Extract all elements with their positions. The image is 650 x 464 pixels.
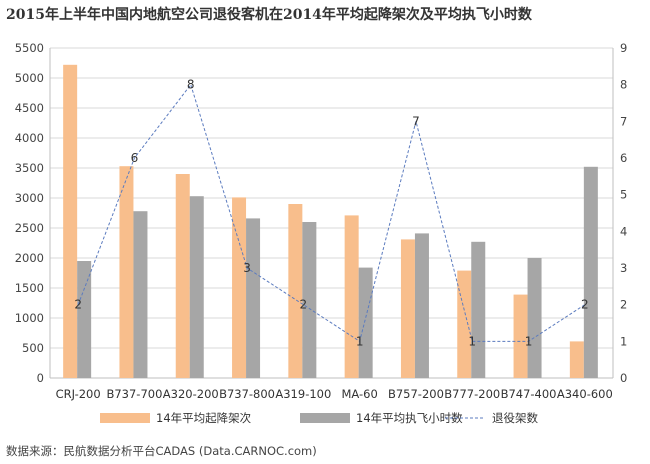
y2-tick-label: 7: [620, 114, 627, 128]
bar: [63, 64, 78, 379]
y-tick-label: 500: [22, 341, 44, 355]
y2-tick-label: 4: [620, 224, 627, 238]
bar: [246, 218, 261, 378]
bar: [119, 166, 134, 378]
data-label: 8: [187, 78, 195, 92]
source-note: 数据来源：民航数据分析平台CADAS (Data.CARNOC.com): [6, 444, 317, 458]
bar: [133, 211, 148, 378]
data-label: 7: [412, 114, 420, 128]
x-tick-label: B777-200: [444, 387, 500, 401]
x-tick-label: B737-800: [219, 387, 275, 401]
bar: [513, 294, 528, 378]
bar: [77, 261, 92, 378]
legend-label: 退役架数: [492, 411, 538, 425]
y-tick-label: 2000: [15, 251, 44, 265]
y-tick-label: 4500: [15, 101, 44, 115]
bar: [400, 239, 415, 378]
y-tick-label: 3000: [15, 191, 44, 205]
bar: [288, 204, 303, 378]
data-label: 1: [356, 334, 364, 348]
y-tick-label: 0: [37, 371, 44, 385]
data-label: 1: [468, 334, 476, 348]
x-tick-label: B757-200: [388, 387, 444, 401]
legend-label: 14年平均起降架次: [156, 411, 252, 425]
y2-tick-label: 9: [620, 41, 627, 55]
y-tick-label: 5000: [15, 71, 44, 85]
data-label: 2: [300, 298, 308, 312]
y-tick-label: 1000: [15, 311, 44, 325]
bar: [344, 215, 359, 378]
y-tick-label: 2500: [15, 221, 44, 235]
legend-label: 14年平均执飞小时数: [356, 411, 463, 425]
x-tick-label: B737-700: [106, 387, 162, 401]
bar: [175, 174, 190, 378]
bar: [527, 258, 542, 378]
y2-tick-label: 3: [620, 261, 627, 275]
legend-swatch: [100, 413, 150, 423]
y-tick-label: 5500: [15, 41, 44, 55]
x-tick-label: CRJ-200: [56, 387, 101, 401]
y2-tick-label: 0: [620, 371, 627, 385]
bar: [569, 341, 584, 378]
bar: [232, 197, 247, 378]
bar: [189, 196, 204, 378]
y2-tick-label: 5: [620, 188, 627, 202]
y2-tick-label: 8: [620, 78, 627, 92]
data-label: 1: [525, 334, 533, 348]
bar: [414, 233, 429, 378]
x-tick-label: MA-60: [341, 387, 377, 401]
data-label: 3: [243, 261, 251, 275]
bar: [583, 166, 598, 378]
y2-tick-label: 2: [620, 298, 627, 312]
y-tick-label: 3500: [15, 161, 44, 175]
bar: [358, 267, 373, 378]
y-tick-label: 4000: [15, 131, 44, 145]
data-label: 6: [131, 151, 139, 165]
line-series-retired: [77, 83, 586, 343]
data-label: 2: [581, 298, 589, 312]
x-tick-label: B747-400: [501, 387, 557, 401]
y2-tick-label: 6: [620, 151, 627, 165]
x-tick-label: A319-100: [275, 387, 331, 401]
data-label: 2: [74, 298, 82, 312]
bar: [457, 270, 472, 378]
y2-tick-label: 1: [620, 334, 627, 348]
x-tick-label: A340-600: [557, 387, 613, 401]
y-tick-label: 1500: [15, 281, 44, 295]
x-tick-label: A320-200: [163, 387, 219, 401]
chart-title: 2015年上半年中国内地航空公司退役客机在2014年平均起降架次及平均执飞小时数: [6, 7, 532, 23]
bar: [302, 222, 317, 378]
legend-swatch: [300, 413, 350, 423]
bar: [471, 241, 486, 378]
